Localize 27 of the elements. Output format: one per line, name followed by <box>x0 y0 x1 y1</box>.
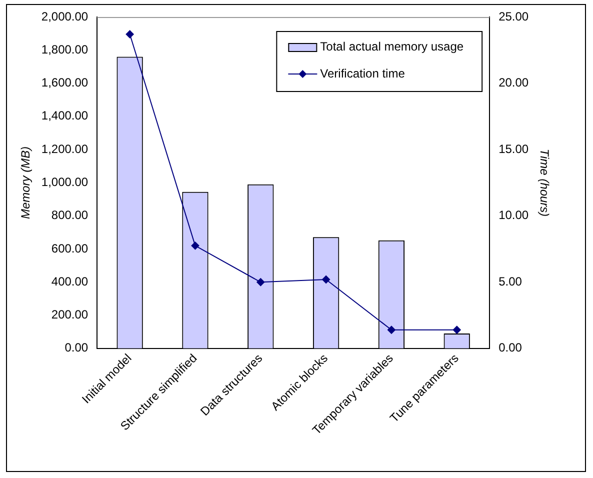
y2-tick-label: 25.00 <box>498 9 529 24</box>
point <box>387 326 396 334</box>
y-tick-label: 800.00 <box>51 208 88 222</box>
y-tick-label: 400.00 <box>51 274 88 288</box>
y-tick-label: 0.00 <box>64 340 88 355</box>
y2-tick-label: 15.00 <box>498 142 529 156</box>
y-tick-label: 2,000.00 <box>41 9 88 24</box>
legend-label: Total actual memory usage <box>320 39 464 54</box>
y2-axis-title: Time (hours) <box>537 148 552 217</box>
y2-tick-label: 0.00 <box>498 340 522 355</box>
y-tick-label: 1,600.00 <box>41 76 88 90</box>
point <box>191 242 200 250</box>
y2-tick-label: 10.00 <box>498 208 529 222</box>
y2-tick-label: 5.00 <box>498 274 522 288</box>
y-tick-label: 200.00 <box>51 308 88 322</box>
y2-tick-label: 20.00 <box>498 76 529 90</box>
point <box>452 326 461 334</box>
y-tick-label: 1,000.00 <box>41 175 88 190</box>
point <box>126 30 134 38</box>
legend-label: Verification time <box>320 66 406 80</box>
point <box>256 278 265 286</box>
point <box>322 275 330 284</box>
y-tick-label: 1,800.00 <box>41 42 88 56</box>
y-tick-label: 1,200.00 <box>41 142 88 156</box>
y-axis-title: Memory (MB) <box>18 146 33 220</box>
y-tick-label: 600.00 <box>51 241 88 256</box>
y-tick-label: 1,400.00 <box>41 108 88 123</box>
